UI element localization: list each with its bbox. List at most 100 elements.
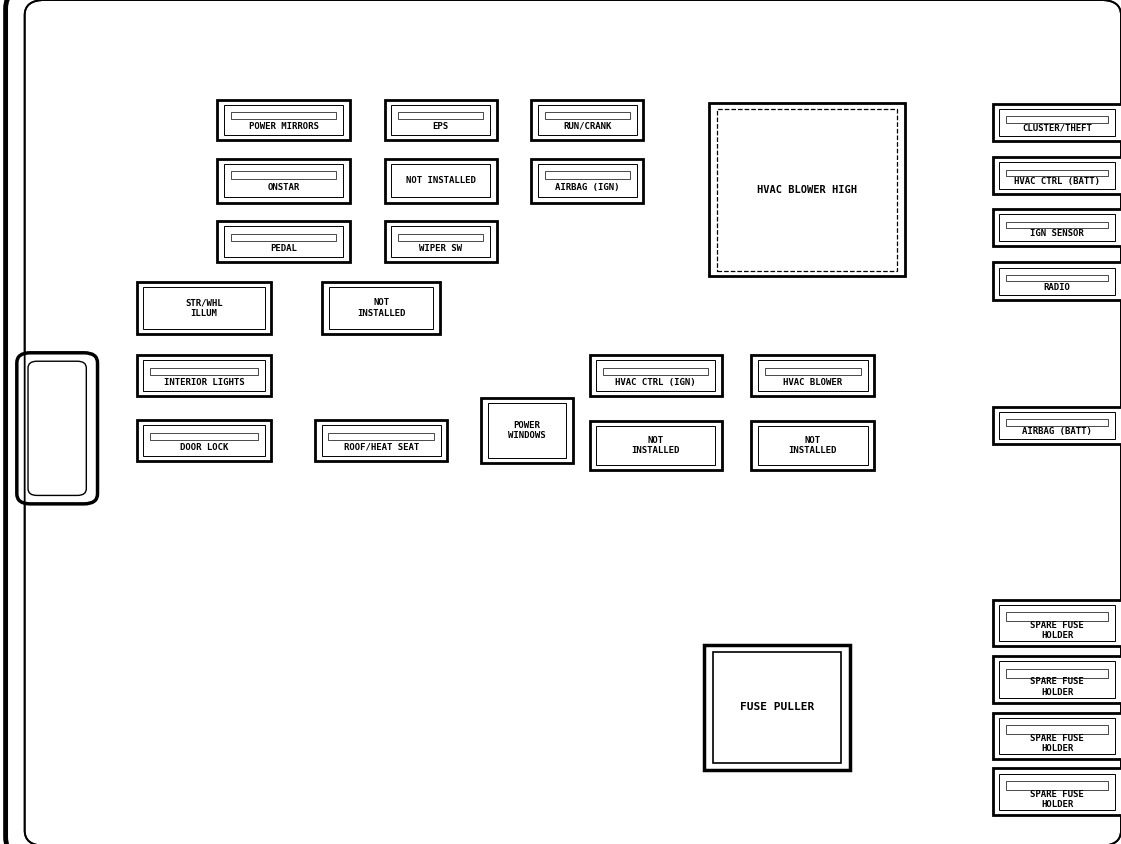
- Bar: [1000, 268, 1114, 295]
- Bar: [217, 159, 350, 203]
- Bar: [993, 209, 1121, 246]
- Bar: [1007, 170, 1108, 176]
- Bar: [993, 768, 1121, 815]
- Bar: [993, 657, 1121, 702]
- Text: INTERIOR LIGHTS: INTERIOR LIGHTS: [164, 378, 244, 387]
- Bar: [1007, 613, 1108, 621]
- Text: SPARE FUSE
HOLDER: SPARE FUSE HOLDER: [1030, 734, 1084, 754]
- Text: NOT
INSTALLED: NOT INSTALLED: [356, 299, 406, 317]
- Text: EPS: EPS: [433, 122, 448, 131]
- FancyBboxPatch shape: [6, 0, 1121, 844]
- Bar: [391, 226, 490, 257]
- Text: POWER MIRRORS: POWER MIRRORS: [249, 122, 318, 131]
- Bar: [717, 109, 897, 270]
- Bar: [1007, 782, 1108, 790]
- Bar: [545, 112, 630, 119]
- Bar: [1007, 116, 1108, 122]
- Bar: [150, 433, 258, 440]
- Bar: [603, 368, 708, 375]
- Bar: [217, 221, 350, 262]
- Bar: [993, 599, 1121, 647]
- Text: NOT
INSTALLED: NOT INSTALLED: [788, 436, 837, 455]
- Text: ONSTAR: ONSTAR: [268, 183, 299, 192]
- Bar: [704, 645, 850, 770]
- Bar: [590, 421, 722, 470]
- Bar: [596, 360, 715, 391]
- Bar: [224, 226, 343, 257]
- Bar: [751, 355, 874, 396]
- Bar: [1000, 662, 1114, 697]
- Bar: [538, 105, 637, 135]
- Text: RADIO: RADIO: [1044, 283, 1071, 292]
- Bar: [993, 712, 1121, 760]
- Bar: [385, 159, 497, 203]
- Text: STR/WHL
ILLUM: STR/WHL ILLUM: [185, 299, 223, 317]
- Bar: [993, 407, 1121, 444]
- Bar: [385, 100, 497, 140]
- Bar: [531, 159, 643, 203]
- Bar: [758, 426, 868, 465]
- Bar: [385, 221, 497, 262]
- Bar: [137, 282, 271, 334]
- Text: NOT INSTALLED: NOT INSTALLED: [406, 176, 475, 185]
- Text: IGN SENSOR: IGN SENSOR: [1030, 230, 1084, 239]
- Bar: [1000, 162, 1114, 189]
- Bar: [1007, 222, 1108, 228]
- Text: WIPER SW: WIPER SW: [419, 244, 462, 252]
- Bar: [1000, 214, 1114, 241]
- Text: SPARE FUSE
HOLDER: SPARE FUSE HOLDER: [1030, 678, 1084, 697]
- Text: HVAC BLOWER HIGH: HVAC BLOWER HIGH: [757, 185, 858, 195]
- Bar: [231, 171, 336, 180]
- Text: SPARE FUSE
HOLDER: SPARE FUSE HOLDER: [1030, 621, 1084, 641]
- Bar: [398, 234, 483, 241]
- Text: FUSE PULLER: FUSE PULLER: [740, 702, 814, 712]
- Bar: [713, 652, 841, 763]
- Bar: [1007, 668, 1108, 678]
- Bar: [328, 433, 434, 440]
- Bar: [993, 262, 1121, 300]
- Bar: [137, 420, 271, 461]
- Bar: [1000, 109, 1114, 136]
- Bar: [398, 112, 483, 119]
- Bar: [143, 360, 265, 391]
- Bar: [531, 100, 643, 140]
- Bar: [150, 368, 258, 375]
- Bar: [224, 164, 343, 197]
- Text: PEDAL: PEDAL: [270, 244, 297, 252]
- FancyBboxPatch shape: [17, 353, 98, 504]
- Bar: [590, 355, 722, 396]
- Bar: [596, 426, 715, 465]
- FancyBboxPatch shape: [28, 361, 86, 495]
- Text: HVAC CTRL (BATT): HVAC CTRL (BATT): [1015, 177, 1100, 187]
- Bar: [323, 282, 439, 334]
- Bar: [545, 171, 630, 180]
- Bar: [217, 100, 350, 140]
- Bar: [330, 287, 434, 329]
- Bar: [224, 105, 343, 135]
- Bar: [708, 103, 905, 276]
- Bar: [758, 360, 868, 391]
- Bar: [231, 234, 336, 241]
- Bar: [315, 420, 447, 461]
- Text: POWER
WINDOWS: POWER WINDOWS: [508, 421, 546, 440]
- Bar: [1007, 725, 1108, 734]
- Bar: [231, 112, 336, 119]
- Text: NOT
INSTALLED: NOT INSTALLED: [631, 436, 680, 455]
- Bar: [391, 164, 490, 197]
- Text: SPARE FUSE
HOLDER: SPARE FUSE HOLDER: [1030, 790, 1084, 809]
- Bar: [143, 287, 265, 329]
- Bar: [1007, 419, 1108, 425]
- Bar: [481, 398, 573, 463]
- Text: HVAC BLOWER: HVAC BLOWER: [784, 378, 842, 387]
- Text: ROOF/HEAT SEAT: ROOF/HEAT SEAT: [343, 443, 419, 452]
- Text: AIRBAG (IGN): AIRBAG (IGN): [555, 183, 620, 192]
- Text: DOOR LOCK: DOOR LOCK: [179, 443, 229, 452]
- Bar: [1000, 773, 1114, 810]
- Bar: [137, 355, 271, 396]
- Bar: [391, 105, 490, 135]
- Bar: [765, 368, 861, 375]
- Text: AIRBAG (BATT): AIRBAG (BATT): [1022, 427, 1092, 436]
- Bar: [28, 354, 112, 506]
- Bar: [1007, 275, 1108, 281]
- Bar: [751, 421, 874, 470]
